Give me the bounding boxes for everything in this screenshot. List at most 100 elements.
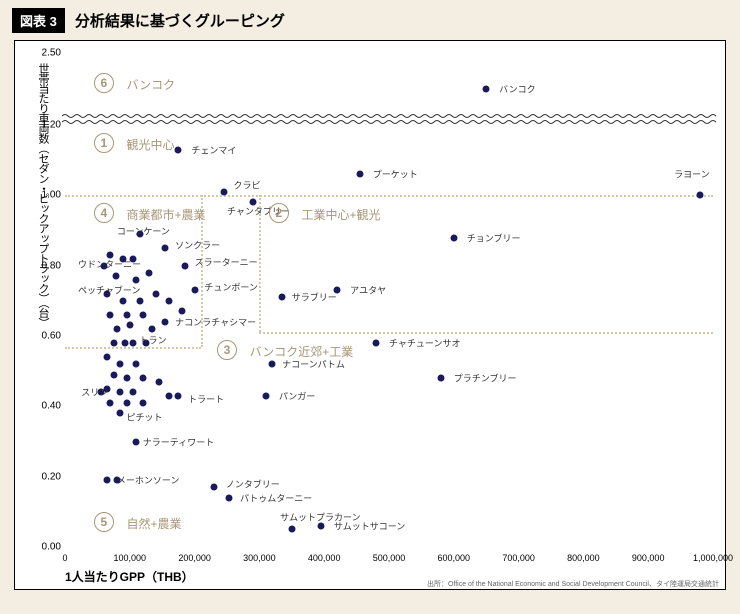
data-point	[155, 378, 162, 385]
group-badge: 6	[94, 73, 114, 93]
data-label: コーンケーン	[117, 224, 170, 237]
x-tick: 400,000	[308, 553, 341, 563]
data-point	[133, 276, 140, 283]
x-tick: 0	[62, 553, 67, 563]
data-point	[107, 399, 114, 406]
data-point	[110, 371, 117, 378]
data-point	[269, 361, 276, 368]
data-label: ナラーティワート	[143, 435, 214, 448]
data-point	[175, 392, 182, 399]
data-point	[262, 392, 269, 399]
x-tick: 300,000	[243, 553, 276, 563]
data-label: サラブリー	[292, 291, 337, 304]
data-label: ノンタブリー	[226, 477, 280, 490]
data-label: プーケット	[373, 168, 418, 181]
region-divider	[65, 347, 201, 349]
data-point	[220, 188, 227, 195]
data-point	[437, 375, 444, 382]
data-point	[697, 192, 704, 199]
data-point	[133, 361, 140, 368]
data-point	[225, 494, 232, 501]
y-tick: 1.20	[27, 120, 61, 131]
data-point	[139, 399, 146, 406]
data-point	[123, 375, 130, 382]
data-point	[133, 438, 140, 445]
y-tick: 0.60	[27, 331, 61, 342]
data-point	[122, 340, 129, 347]
data-point	[107, 311, 114, 318]
data-point	[146, 269, 153, 276]
data-point	[178, 308, 185, 315]
y-tick: 0.00	[27, 542, 61, 553]
data-point	[104, 354, 111, 361]
x-tick: 800,000	[567, 553, 600, 563]
x-tick: 900,000	[632, 553, 665, 563]
data-point	[288, 526, 295, 533]
data-point	[112, 273, 119, 280]
data-point	[123, 311, 130, 318]
data-label: トラート	[188, 393, 224, 406]
group-badge: 3	[217, 340, 237, 360]
group-badge: 2	[269, 203, 289, 223]
data-point	[162, 318, 169, 325]
data-point	[152, 290, 159, 297]
group-label: 商業都市+農業	[127, 206, 206, 223]
data-label: ナコンラチャシマー	[175, 315, 256, 328]
data-label: チョンブリー	[467, 231, 521, 244]
region-divider	[65, 195, 713, 197]
group-label: バンコク	[127, 76, 176, 93]
group-label: 観光中心	[127, 136, 175, 153]
data-point	[120, 297, 127, 304]
data-point	[317, 522, 324, 529]
data-label: チャチューンサオ	[389, 337, 460, 350]
plot-area: 世帯当たり車両数（セダン・ピックアップトラック）（台） 0.000.200.40…	[65, 53, 713, 547]
x-tick: 500,000	[373, 553, 406, 563]
data-point	[165, 392, 172, 399]
group-badge: 4	[94, 203, 114, 223]
figure-badge: 図表 3	[12, 8, 65, 33]
y-tick: 0.80	[27, 260, 61, 271]
x-tick: 1,000,000	[693, 553, 733, 563]
data-point	[279, 294, 286, 301]
data-label: トラン	[140, 333, 167, 346]
x-tick: 600,000	[438, 553, 471, 563]
data-label: バンコク	[499, 83, 535, 96]
region-divider	[259, 332, 713, 334]
y-tick: 0.40	[27, 401, 61, 412]
data-point	[175, 146, 182, 153]
data-label: メーホンソーン	[117, 474, 180, 487]
group-label: 工業中心+観光	[302, 206, 381, 223]
data-point	[139, 311, 146, 318]
data-label: アユタヤ	[350, 284, 386, 297]
data-point	[104, 477, 111, 484]
y-tick: 1.00	[27, 190, 61, 201]
data-point	[162, 245, 169, 252]
figure-title: 分析結果に基づくグルーピング	[75, 10, 285, 31]
data-point	[181, 262, 188, 269]
x-tick: 100,000	[114, 553, 147, 563]
group-label: バンコク近郊+工業	[250, 343, 354, 360]
data-point	[126, 322, 133, 329]
y-tick: 2.50	[27, 48, 61, 59]
data-point	[130, 389, 137, 396]
x-tick: 700,000	[502, 553, 535, 563]
data-point	[356, 171, 363, 178]
data-point	[110, 340, 117, 347]
data-point	[450, 234, 457, 241]
data-point	[191, 287, 198, 294]
data-label: プラチンブリー	[454, 372, 517, 385]
group-badge: 1	[94, 133, 114, 153]
data-point	[117, 410, 124, 417]
x-tick: 200,000	[178, 553, 211, 563]
data-label: ペッチャブーン	[78, 284, 140, 297]
x-axis-label: 1人当たりGPP（THB）	[65, 568, 194, 585]
data-point	[373, 340, 380, 347]
data-label: チュンポーン	[204, 280, 258, 293]
data-point	[117, 361, 124, 368]
data-point	[113, 325, 120, 332]
data-label: サムットサコーン	[334, 519, 405, 532]
data-label: パトゥムターニー	[240, 491, 312, 504]
data-point	[149, 325, 156, 332]
axis-break	[62, 113, 716, 125]
chart-container: 世帯当たり車両数（セダン・ピックアップトラック）（台） 0.000.200.40…	[14, 40, 726, 590]
